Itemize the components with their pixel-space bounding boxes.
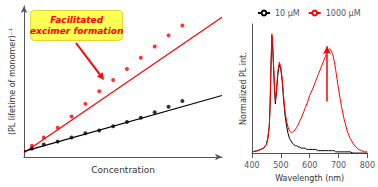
svg-text:700: 700 — [331, 161, 346, 170]
svg-text:excimer formation: excimer formation — [30, 26, 123, 36]
svg-text:(PL lifetime of monomer)⁻¹: (PL lifetime of monomer)⁻¹ — [8, 28, 17, 135]
svg-text:600: 600 — [302, 161, 317, 170]
svg-text:Wavelength (nm): Wavelength (nm) — [275, 174, 344, 183]
svg-text:Normalized PL int.: Normalized PL int. — [239, 52, 248, 125]
svg-text:10 μM: 10 μM — [275, 9, 300, 18]
svg-text:500: 500 — [273, 161, 288, 170]
svg-text:800: 800 — [360, 161, 375, 170]
svg-text:Facilitated: Facilitated — [50, 15, 104, 25]
svg-text:1000 μM: 1000 μM — [326, 9, 361, 18]
svg-text:Concentration: Concentration — [91, 165, 155, 175]
svg-text:400: 400 — [244, 161, 259, 170]
